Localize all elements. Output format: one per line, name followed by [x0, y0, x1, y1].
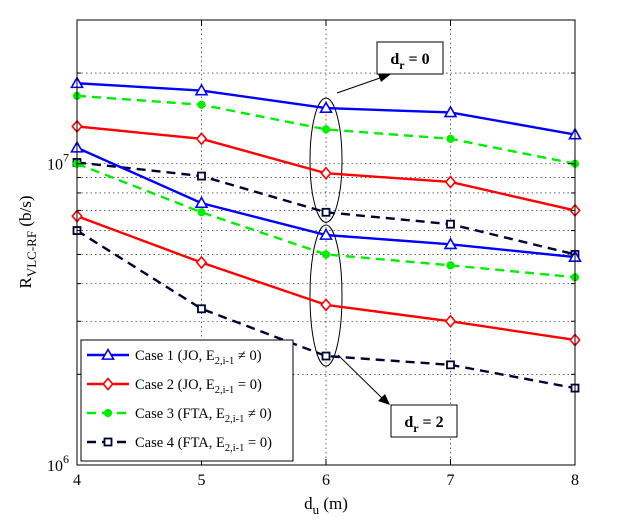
data-point — [446, 360, 455, 370]
data-point — [319, 100, 333, 114]
legend: Case 1 (JO, E2,i-1 ≠ 0) Case 2 (JO, E2,i-… — [80, 339, 294, 462]
data-point — [197, 171, 206, 181]
annotation-upper-label: dr = 0 — [390, 51, 429, 72]
y-axis-label-main: R — [16, 277, 35, 289]
data-point — [321, 207, 331, 217]
legend-label: Case 3 (FTA, E2,i-1 ≠ 0) — [135, 406, 272, 425]
data-point — [320, 298, 332, 312]
data-point — [319, 227, 333, 240]
series-6 — [71, 209, 581, 347]
legend-marker — [103, 408, 113, 418]
data-point — [321, 250, 331, 259]
annotation-upper-main: d — [390, 51, 399, 68]
legend-label: Case 1 (JO, E2,i-1 ≠ 0) — [135, 348, 262, 367]
y-axis-label-sub: VLC-RF — [24, 231, 39, 277]
x-tick-label: 7 — [447, 472, 455, 489]
series-line — [76, 229, 576, 390]
y-tick-label-exponent: 7 — [63, 151, 69, 165]
x-tick-label: 6 — [322, 472, 330, 489]
y-axis-label: RVLC-RF (b/s) — [16, 196, 39, 289]
annotation-lower-arrowhead — [378, 394, 390, 405]
data-point — [444, 175, 457, 189]
data-point — [446, 261, 455, 270]
y-tick-label: 106 — [47, 452, 69, 475]
y-tick-label-base: 10 — [47, 458, 63, 475]
legend-entry: Case 3 (FTA, E2,i-1 ≠ 0) — [87, 406, 272, 425]
annotation-lower-suffix: = 2 — [419, 414, 444, 431]
data-point — [194, 196, 209, 209]
legend-box — [80, 339, 294, 462]
data-point — [446, 219, 455, 229]
y-tick-label-exponent: 6 — [63, 452, 69, 466]
svg-text:RVLC-RF (b/s): RVLC-RF (b/s) — [16, 196, 39, 289]
annotation-lower: dr = 2 — [337, 354, 458, 438]
annotation-lower-main: d — [404, 414, 413, 431]
grouping-ellipse-upper — [309, 97, 343, 223]
legend-entry: Case 4 (FTA, E2,i-1 = 0) — [87, 435, 272, 454]
annotation-lower-label: dr = 2 — [404, 414, 443, 435]
y-axis-label-suffix: (b/s) — [16, 196, 35, 231]
x-tick-label: 4 — [73, 472, 81, 489]
annotation-upper-box — [376, 41, 444, 75]
legend-marker — [101, 347, 115, 360]
legend-marker — [102, 377, 114, 391]
series-line — [76, 94, 576, 165]
annotations: dr = 0 dr = 2 — [336, 41, 458, 438]
data-point — [195, 132, 208, 146]
series-7 — [72, 159, 580, 282]
annotation-upper-arrow — [336, 77, 381, 94]
legend-entry: Case 2 (JO, E2,i-1 = 0) — [87, 377, 262, 396]
x-axis-label-main: d — [304, 494, 313, 513]
annotation-lower-box — [390, 404, 458, 438]
data-point — [197, 208, 206, 217]
annotation-upper: dr = 0 — [336, 41, 444, 94]
annotation-lower-sub: r — [413, 421, 419, 435]
data-point — [321, 125, 331, 134]
annotation-upper-arrowhead — [378, 74, 391, 82]
y-tick-label-base: 10 — [47, 157, 63, 174]
data-point — [194, 83, 209, 96]
legend-marker — [103, 437, 113, 447]
y-tick-label: 107 — [47, 151, 69, 174]
data-point — [320, 166, 332, 180]
data-point — [197, 304, 206, 314]
annotation-lower-arrow — [337, 354, 383, 399]
svg-text:du (m): du (m) — [304, 494, 348, 517]
x-tick-label: 5 — [198, 472, 206, 489]
x-axis-label: du (m) — [304, 494, 348, 517]
x-tick-label: 8 — [571, 472, 579, 489]
legend-label: Case 2 (JO, E2,i-1 = 0) — [135, 377, 262, 396]
data-point — [197, 100, 206, 109]
grouping-ellipse-lower — [309, 224, 343, 367]
data-point — [321, 351, 331, 361]
data-point — [195, 255, 208, 270]
x-axis-label-sub: u — [313, 502, 320, 517]
series-line — [76, 161, 576, 256]
data-point — [444, 314, 457, 328]
x-axis-label-suffix: (m) — [319, 494, 348, 513]
grouping-ellipses — [309, 97, 343, 367]
legend-entry: Case 1 (JO, E2,i-1 ≠ 0) — [87, 347, 262, 367]
data-point — [443, 105, 458, 118]
legend-label: Case 4 (FTA, E2,i-1 = 0) — [135, 435, 272, 454]
annotation-upper-sub: r — [399, 58, 405, 72]
annotation-upper-suffix: = 0 — [405, 51, 430, 68]
data-point — [443, 237, 458, 250]
data-point — [446, 134, 455, 143]
